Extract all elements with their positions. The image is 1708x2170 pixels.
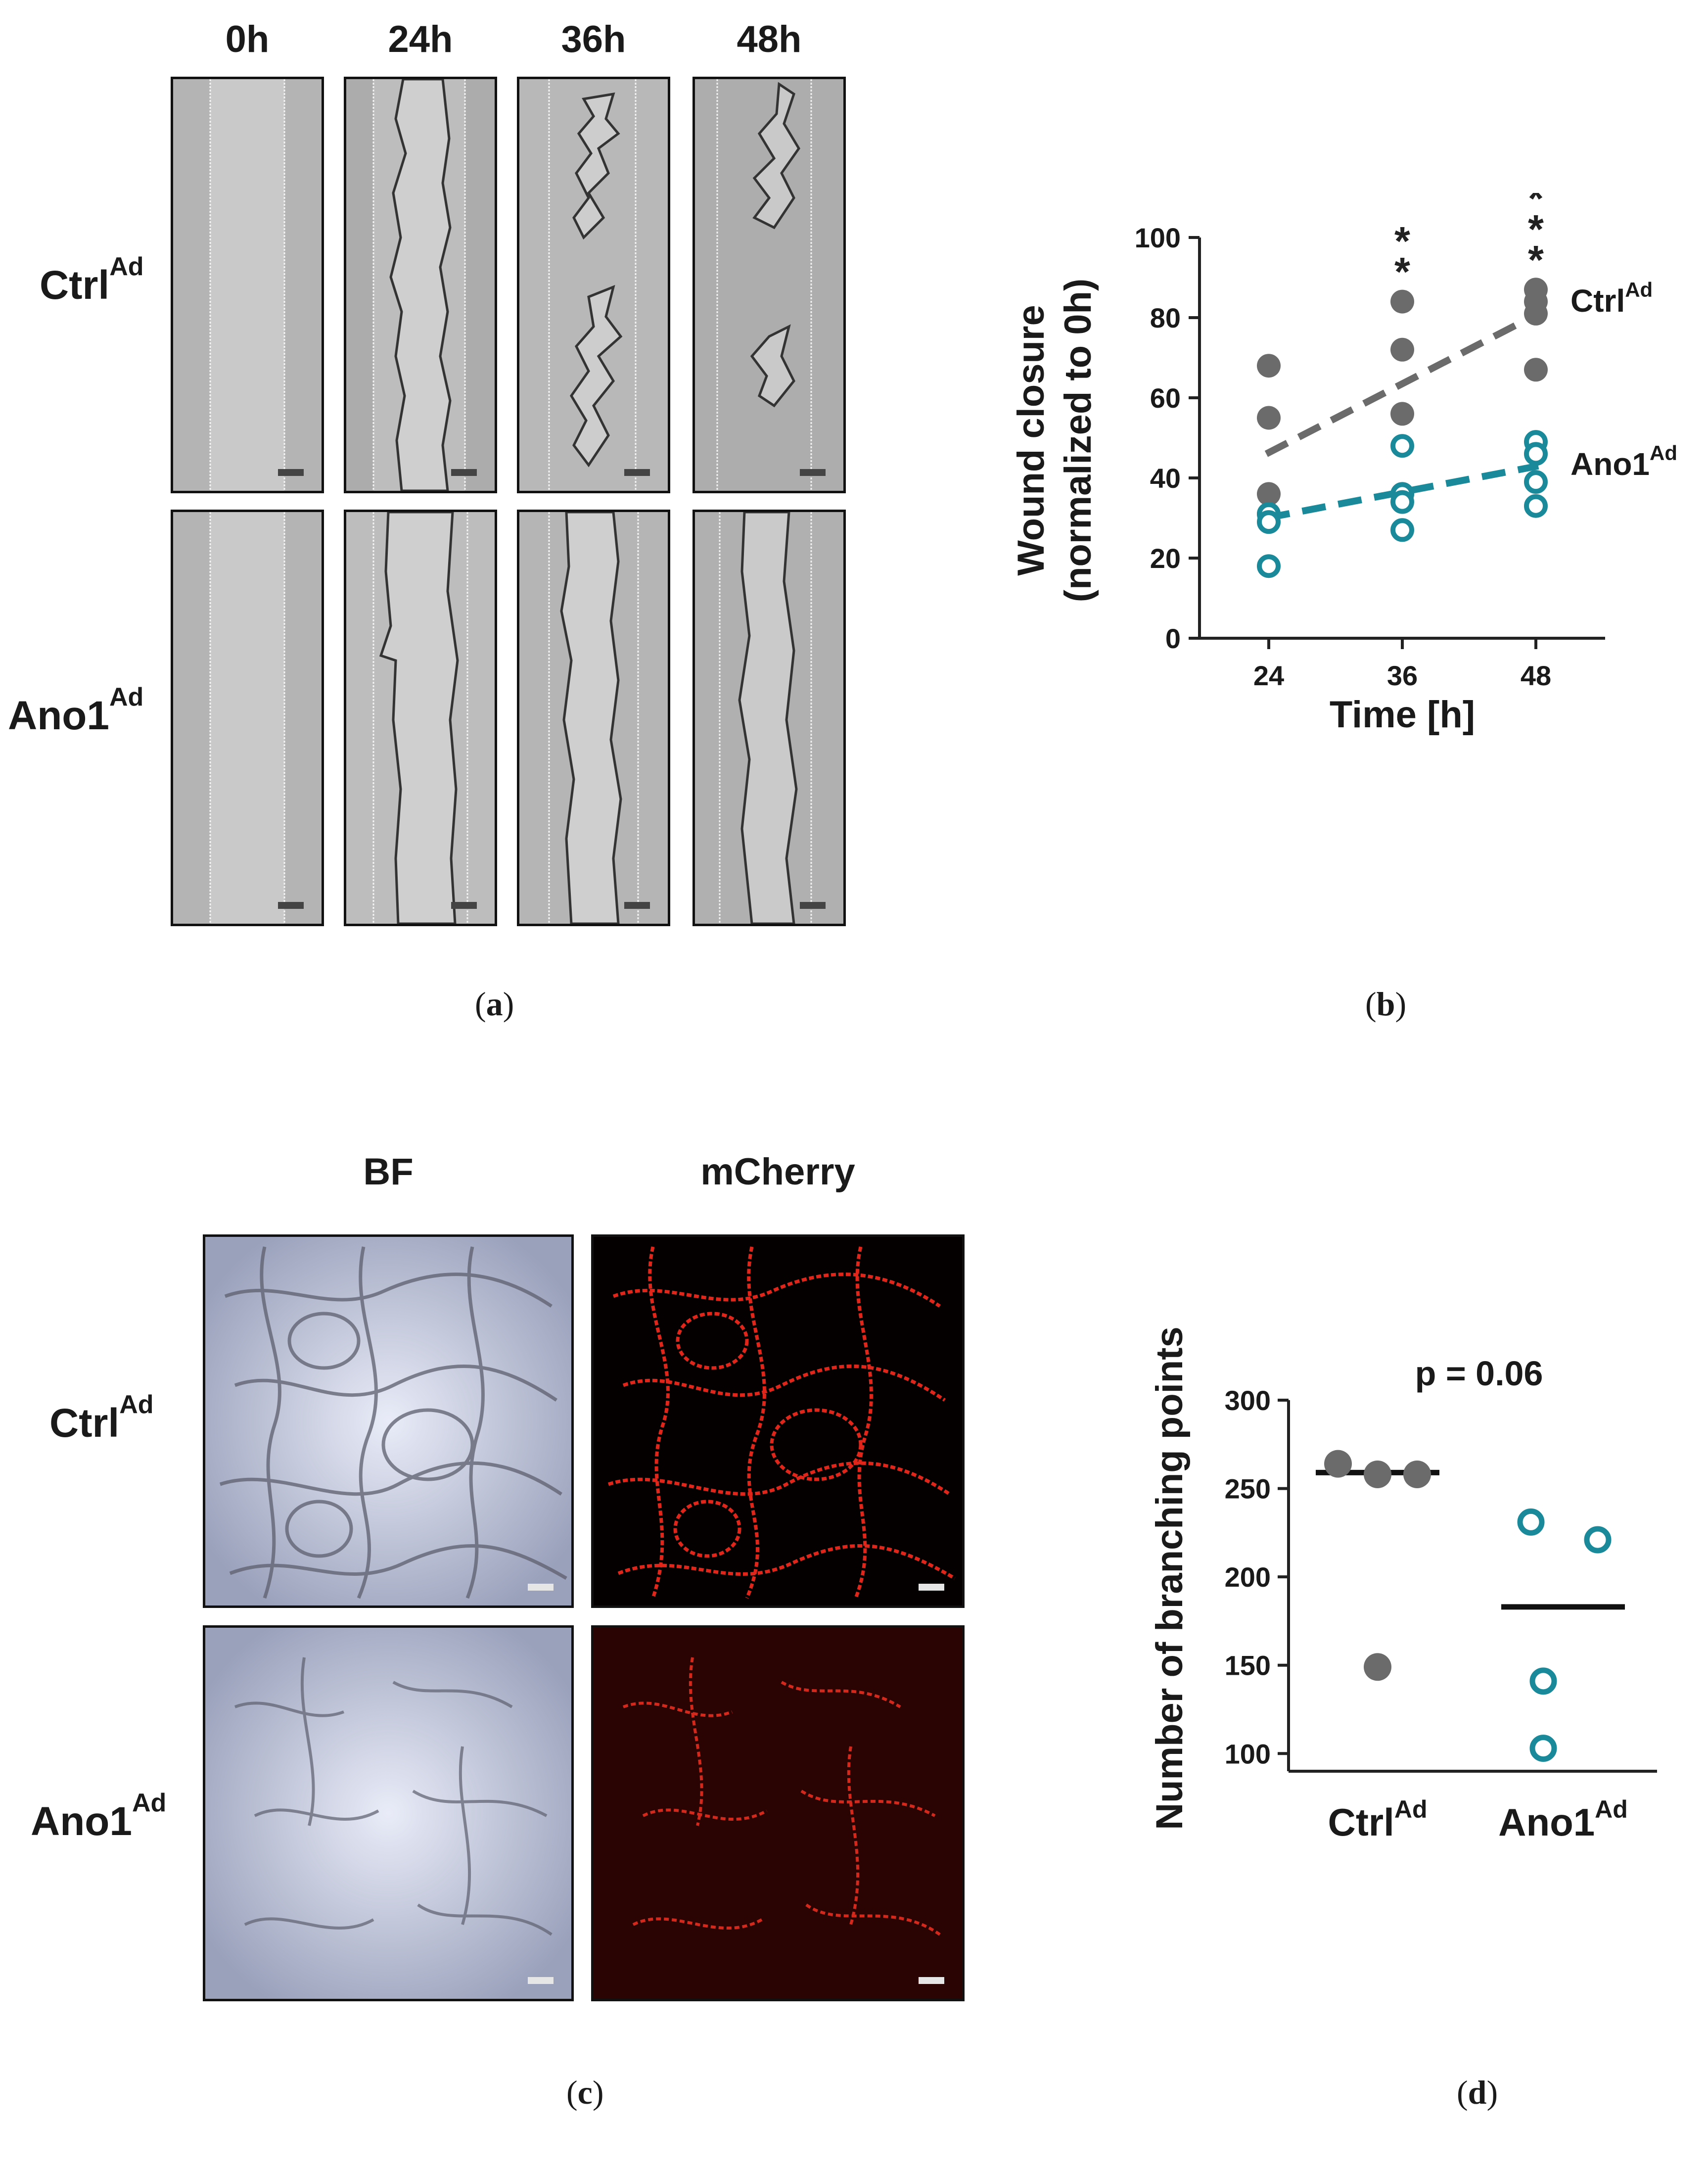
col-header-24h: 24h [388, 18, 453, 60]
micrograph-ctrl-mcherry [591, 1234, 965, 1608]
chart-d: 100 150 200 250 300 CtrlAd Ano1Ad p = 0.06 Nu… [1149, 1326, 1657, 1844]
micrograph-ctrl-0h [171, 77, 324, 493]
caption-d: (d) [1457, 2074, 1498, 2111]
scale-bar [919, 1977, 944, 1984]
row-label-ctrl: CtrlAd [49, 1390, 154, 1446]
col-header-mcherry: mCherry [700, 1151, 855, 1193]
data-point-ano1 [1257, 554, 1281, 578]
y-tick-label: 60 [1150, 382, 1181, 414]
micrograph-ctrl-48h [692, 77, 846, 493]
significance-asterisk: * [1528, 237, 1544, 283]
trend-line-ctrl [1264, 310, 1540, 457]
data-point-ctrl [1257, 354, 1281, 378]
data-point-ano1 [1390, 490, 1414, 514]
scale-bar [451, 902, 477, 909]
row-label-ano1: Ano1Ad [8, 683, 144, 738]
data-point-ctrl [1364, 1653, 1391, 1681]
row-label-ano1: Ano1Ad [31, 1789, 167, 1844]
x-axis-label: Time [h] [1330, 694, 1475, 736]
row-label-ctrl: CtrlAd [40, 252, 144, 308]
micrograph-ctrl-24h [344, 77, 497, 493]
col-header-36h: 36h [561, 18, 626, 60]
y-tick-label: 40 [1150, 463, 1181, 494]
data-point-ano1 [1524, 470, 1548, 494]
data-point-ctrl [1524, 301, 1548, 326]
scale-bar [624, 902, 650, 909]
y-axis-label-line2: (normalized to 0h) [1057, 279, 1099, 602]
data-point-ano1 [1517, 1508, 1545, 1536]
x-tick-label: 36 [1387, 660, 1418, 691]
scale-bar [919, 1584, 944, 1591]
scale-bar [528, 1584, 554, 1591]
data-point-ctrl [1390, 289, 1414, 314]
caption-a: (a) [475, 985, 514, 1023]
y-axis-label: Wound closure [1010, 305, 1052, 576]
data-point-ctrl [1390, 337, 1414, 362]
scale-bar [800, 902, 826, 909]
micrograph-ano1-bf [203, 1625, 574, 2001]
data-point-ano1 [1529, 1667, 1557, 1695]
scale-bar [278, 902, 304, 909]
micrograph-ano1-36h [517, 510, 670, 926]
significance-asterisk: * [1394, 250, 1410, 295]
data-point-ctrl [1403, 1461, 1431, 1488]
scale-bar [278, 469, 304, 476]
significance-marker: *** [1528, 193, 1544, 283]
scale-bar [800, 469, 826, 476]
scale-bar [624, 469, 650, 476]
y-tick-label: 20 [1150, 543, 1181, 574]
data-point-ctrl [1257, 482, 1281, 506]
y-tick-label: 0 [1165, 623, 1181, 654]
category-label-ctrl: CtrlAd [1328, 1795, 1428, 1844]
caption-c: (c) [566, 2074, 604, 2111]
y-tick-label: 150 [1225, 1650, 1271, 1681]
micrograph-ctrl-36h [517, 77, 670, 493]
data-point-ctrl [1364, 1461, 1391, 1488]
data-point-ano1 [1524, 442, 1548, 466]
data-point-ano1 [1257, 510, 1281, 534]
data-point-ctrl [1524, 358, 1548, 382]
data-point-ctrl [1324, 1450, 1352, 1478]
series-label-ano1: Ano1Ad [1570, 441, 1677, 482]
data-point-ano1 [1584, 1526, 1612, 1554]
trend-line-ano1 [1265, 462, 1539, 521]
micrograph-ano1-0h [171, 510, 324, 926]
x-tick-label: 24 [1253, 660, 1284, 691]
scale-bar [528, 1977, 554, 1984]
data-point-ano1 [1390, 434, 1414, 458]
caption-b: (b) [1365, 985, 1407, 1023]
significance-marker: ** [1394, 219, 1410, 295]
y-tick-label: 100 [1225, 1738, 1271, 1769]
y-tick-label: 200 [1225, 1561, 1271, 1593]
x-tick-label: 48 [1521, 660, 1551, 691]
y-axis-label: Number of branching points [1149, 1326, 1191, 1830]
micrograph-ctrl-bf [203, 1234, 574, 1608]
chart-title: p = 0.06 [1415, 1354, 1543, 1393]
scale-bar [451, 469, 477, 476]
y-tick-label: 80 [1150, 302, 1181, 333]
category-label-ano1: Ano1Ad [1498, 1795, 1628, 1844]
col-header-0h: 0h [225, 18, 270, 60]
col-header-bf: BF [363, 1151, 414, 1193]
y-tick-label: 250 [1225, 1473, 1271, 1505]
y-tick-label: 100 [1135, 222, 1181, 253]
data-point-ano1 [1529, 1735, 1557, 1762]
micrograph-ano1-mcherry [591, 1625, 965, 2001]
data-point-ctrl [1390, 402, 1414, 426]
significance-asterisk: * [1528, 207, 1544, 252]
micrograph-ano1-24h [344, 510, 497, 926]
series-label-ctrl: CtrlAd [1570, 278, 1653, 319]
significance-asterisk: * [1528, 193, 1544, 221]
y-tick-label: 300 [1225, 1385, 1271, 1416]
data-point-ano1 [1390, 518, 1414, 542]
data-point-ctrl [1257, 406, 1281, 430]
col-header-48h: 48h [737, 18, 802, 60]
data-point-ano1 [1524, 494, 1548, 518]
significance-asterisk: * [1394, 219, 1410, 264]
micrograph-ano1-48h [692, 510, 846, 926]
